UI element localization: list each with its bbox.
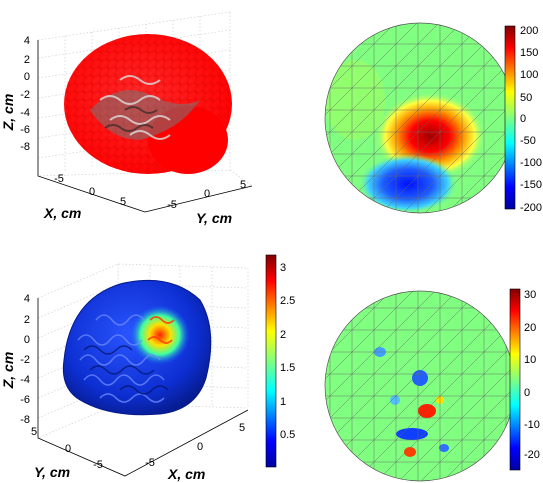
- colorbar-tick: 50: [520, 92, 532, 104]
- y-tick: 0: [204, 188, 210, 200]
- z-tick: -2: [20, 354, 30, 366]
- y-tick: -5: [93, 459, 103, 471]
- colorbar-tick: -10: [524, 419, 540, 431]
- dipole-brain-surface: [64, 34, 232, 174]
- colorbar-tick: 10: [524, 354, 536, 366]
- bottom-right-colorbar: 30 20 10 0 -10 -20: [509, 288, 540, 471]
- top-left-z-ticks: 4 2 0 -2 -4 -6 -8: [20, 35, 30, 153]
- z-tick: 0: [24, 334, 30, 346]
- z-tick: -4: [20, 107, 30, 119]
- top-right-colorbar: 200 150 100 50 0 -50 -100 -150 -200: [504, 25, 542, 214]
- bottom-left-y-ticks: 5 0 -5: [31, 426, 103, 471]
- top-left-brain-plot: 4 2 0 -2 -4 -6 -8 Z, cm -5 0 5 X, cm 5 0…: [0, 11, 253, 226]
- z-tick: -4: [20, 374, 30, 386]
- x-axis-label: X, cm: [43, 205, 81, 221]
- z-axis-label: Z, cm: [0, 352, 16, 390]
- z-tick: -2: [20, 89, 30, 101]
- z-tick: 2: [24, 314, 30, 326]
- activation-brain-surface: [62, 279, 212, 416]
- top-left-x-ticks: -5 0 5: [54, 173, 126, 208]
- colorbar-tick: 150: [520, 47, 538, 59]
- bottom-left-z-ticks: 4 2 0 -2 -4 -6 -8: [20, 293, 30, 426]
- top-left-y-ticks: 5 0 -5: [167, 179, 246, 211]
- x-tick: -5: [54, 173, 64, 185]
- colorbar-tick: 200: [520, 25, 538, 37]
- colorbar-tick: 30: [524, 289, 536, 301]
- x-axis-label: X, cm: [167, 466, 205, 482]
- bottom-right-field-map: 30 20 10 0 -10 -20: [324, 288, 540, 482]
- y-axis-label: Y, cm: [34, 464, 70, 480]
- x-tick: -5: [145, 457, 155, 469]
- colorbar-tick: -200: [520, 202, 542, 214]
- colorbar-tick: 1.5: [280, 362, 295, 374]
- y-tick: 5: [240, 179, 246, 191]
- colorbar-tick: 0: [520, 113, 526, 125]
- y-tick: -5: [167, 199, 177, 211]
- colorbar-tick: 20: [524, 322, 536, 334]
- z-tick: 0: [24, 71, 30, 83]
- colorbar-tick: -150: [520, 179, 542, 191]
- x-tick: 5: [239, 422, 245, 434]
- bottom-left-x-ticks: -5 0 5: [145, 422, 245, 469]
- y-tick: 0: [65, 443, 71, 455]
- x-tick: 0: [197, 441, 203, 453]
- z-tick: -6: [20, 394, 30, 406]
- bottom-left-brain-plot: 4 2 0 -2 -4 -6 -8 Z, cm 5 0 -5 Y, cm -5 …: [0, 254, 295, 482]
- bottom-left-colorbar: 3 2.5 2 1.5 1 0.5: [265, 254, 295, 468]
- colorbar-tick: 2.5: [280, 295, 295, 307]
- colorbar-tick: -50: [520, 135, 536, 147]
- z-tick: 2: [24, 54, 30, 66]
- colorbar-tick: 100: [520, 69, 538, 81]
- colorbar-tick: 1: [280, 396, 286, 408]
- x-tick: 5: [120, 196, 126, 208]
- top-right-field-map: 200 150 100 50 0 -50 -100 -150 -200: [324, 22, 542, 214]
- colorbar-tick: 0: [524, 387, 530, 399]
- z-tick: -8: [20, 414, 30, 426]
- colorbar-tick: 0.5: [280, 429, 295, 441]
- y-tick: 5: [31, 426, 37, 438]
- colorbar-tick: -20: [524, 449, 540, 461]
- z-axis-label: Z, cm: [0, 94, 16, 132]
- z-tick: -8: [20, 141, 30, 153]
- colorbar-tick: 3: [280, 262, 286, 274]
- colorbar-tick: 2: [280, 329, 286, 341]
- colorbar-tick: -100: [520, 157, 542, 169]
- x-tick: 0: [89, 186, 95, 198]
- z-tick: -6: [20, 124, 30, 136]
- y-axis-label: Y, cm: [196, 210, 232, 226]
- z-tick: 4: [24, 293, 30, 305]
- z-tick: 4: [24, 35, 30, 47]
